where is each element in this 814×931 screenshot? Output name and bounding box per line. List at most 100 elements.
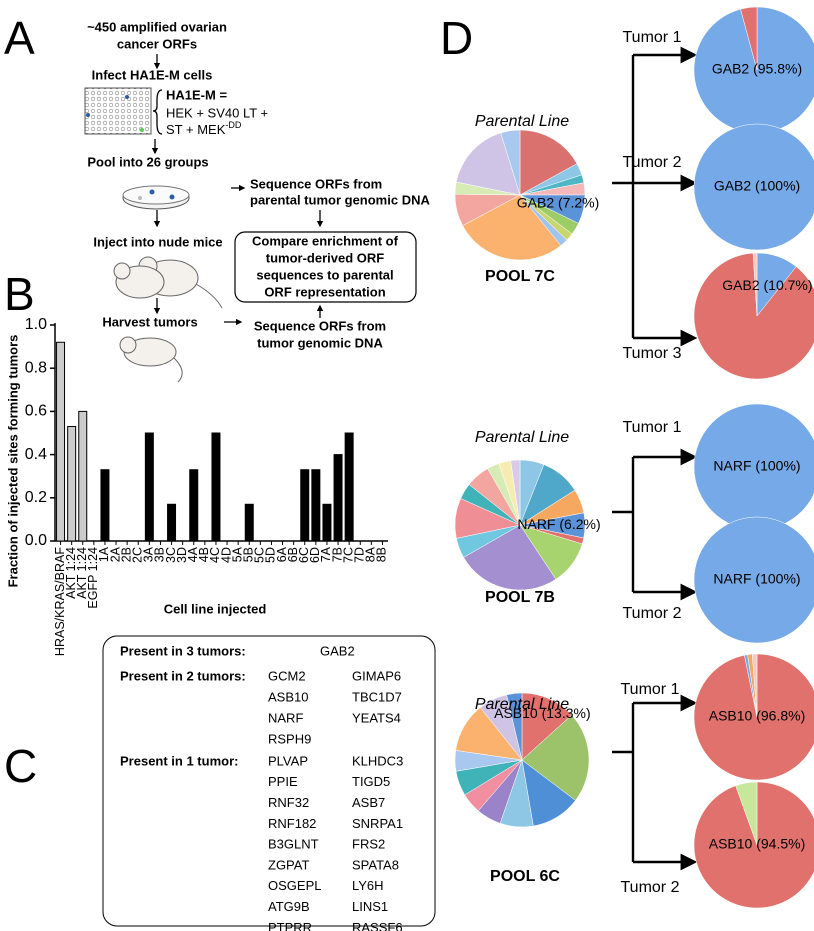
step-text: tumor genomic DNA (257, 335, 383, 350)
y-axis-label: Fraction of injected sites forming tumor… (5, 335, 20, 588)
bar (311, 469, 321, 542)
pie-slice (693, 653, 814, 781)
x-tick-label: AKT 1:24 (64, 547, 78, 599)
x-axis-label: Cell line injected (164, 601, 267, 616)
panel-label: D (440, 12, 473, 64)
x-tick-label: 7B (330, 547, 344, 562)
gene: PLVAP (268, 753, 308, 768)
connectors (612, 46, 698, 871)
slice-label: NARF (100%) (713, 571, 800, 587)
pool-label: POOL 6C (490, 868, 560, 885)
y-tick-label: 1.0 (25, 316, 47, 333)
y-tick-label: 0.8 (25, 359, 47, 376)
gene: GCM2 (268, 668, 306, 683)
x-tick-label: 7A (319, 546, 333, 562)
x-tick-label: HRAS/KRAS/BRAF (53, 547, 67, 656)
connector (612, 703, 635, 862)
gene: PTPRR (268, 920, 312, 931)
gene: ZGPAT (268, 857, 309, 872)
x-tick-label: 6C (297, 547, 311, 563)
x-tick-label: 3D (175, 547, 189, 563)
pie-slice (456, 132, 521, 196)
bar (333, 454, 343, 542)
pool-label: POOL 7B (485, 589, 555, 606)
gene: RNF182 (268, 816, 316, 831)
dish-icon (122, 185, 190, 205)
bar (100, 469, 110, 542)
step-text: tumor-derived ORF (266, 250, 385, 265)
pie-slice (752, 252, 758, 317)
bar (56, 341, 66, 542)
bar (67, 426, 77, 542)
step-text: ST + MEK (166, 122, 226, 137)
bar (167, 503, 177, 542)
gene: FRS2 (352, 837, 385, 852)
gene: KLHDC3 (352, 753, 403, 768)
pie-slice (506, 692, 523, 761)
gene: ASB7 (352, 795, 385, 810)
dish-icon (138, 196, 142, 200)
tumor-label: Tumor 1 (621, 681, 680, 698)
step-text: Inject into nude mice (93, 234, 222, 249)
bar (211, 432, 221, 542)
x-tick-label: AKT 1:24 (75, 547, 89, 599)
slice-label: GAB2 (10.7%) (722, 277, 812, 293)
gene: RASSF6 (352, 920, 403, 931)
y-tick-label: 0.4 (25, 446, 47, 463)
x-tick-label: 7D (353, 547, 367, 563)
mouse-icon (113, 256, 223, 383)
superscript: -DD (225, 120, 241, 130)
pie-slice (463, 524, 557, 591)
gene: YEATS4 (352, 710, 401, 725)
pie-slice (521, 692, 573, 761)
slice-label: GAB2 (7.2%) (517, 194, 599, 210)
tumor-label: Tumor 1 (623, 419, 682, 436)
bar (322, 503, 332, 542)
dish-icon (149, 189, 155, 195)
pie-slice (751, 653, 758, 718)
table-box (102, 635, 436, 927)
tumor-label: Tumor 3 (623, 345, 682, 362)
gene: OSGEPL (268, 878, 321, 893)
x-tick-label: 2C (131, 547, 145, 563)
slice-label: ASB10 (96.8%) (709, 708, 806, 724)
step-text: HA1E-M = (166, 87, 227, 102)
gene: SNRPA1 (352, 816, 403, 831)
step-text: ST + MEK-DD (166, 120, 242, 137)
bar (244, 503, 254, 542)
x-tick-label: 5B (242, 547, 256, 562)
row-heading: Present in 1 tumor: (120, 753, 238, 768)
step-text: cancer ORFs (117, 36, 197, 51)
pie-title: Parental Line (475, 429, 569, 446)
gene: B3GLNT (268, 837, 319, 852)
pie-slice (500, 129, 521, 196)
pie-title: Parental Line (475, 113, 569, 130)
step-text: Sequence ORFs from (250, 176, 382, 191)
y-tick-label: 0.2 (25, 489, 47, 506)
gene: ATG9B (268, 899, 310, 914)
bar (300, 469, 310, 542)
step-text: HEK + SV40 LT + (166, 105, 268, 120)
x-tick-label: 8A (364, 546, 378, 562)
x-tick-label: 8B (375, 547, 389, 562)
step-text: parental tumor genomic DNA (250, 192, 430, 207)
pie-slice (693, 252, 814, 380)
x-tick-label: 3C (164, 547, 178, 563)
gene: TBC1D7 (352, 689, 402, 704)
x-tick-label: EGFP 1:24 (86, 547, 100, 609)
slice-label: ASB10 (94.5%) (709, 836, 806, 852)
step-text: Compare enrichment of (252, 233, 399, 248)
x-tick-label: 6D (308, 547, 322, 563)
x-tick-label: 4A (186, 546, 200, 562)
plate-icon (125, 95, 129, 99)
step-text: Harvest tumors (102, 314, 197, 329)
bar (344, 432, 354, 542)
tumor-label: Tumor 2 (623, 605, 682, 622)
row-heading: Present in 3 tumors: (120, 643, 246, 658)
tumor-label: Tumor 1 (623, 29, 682, 46)
slice-label: GAB2 (95.8%) (712, 61, 802, 77)
gene: ASB10 (268, 689, 308, 704)
slice-label: GAB2 (100%) (714, 178, 800, 194)
pie-slice (519, 129, 578, 196)
